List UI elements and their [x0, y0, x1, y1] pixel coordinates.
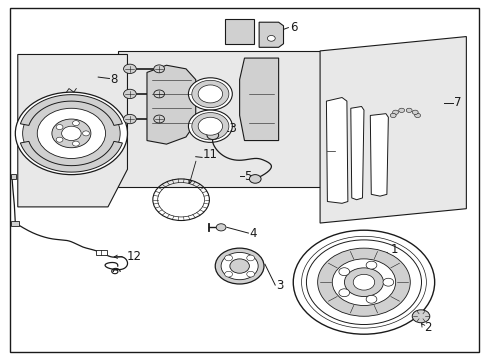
Circle shape — [293, 230, 434, 334]
Circle shape — [352, 274, 374, 290]
Text: 4: 4 — [249, 227, 256, 240]
Circle shape — [72, 141, 79, 146]
Text: 9: 9 — [91, 147, 98, 159]
Text: 3: 3 — [276, 279, 283, 292]
Bar — [96, 250, 106, 255]
Polygon shape — [320, 37, 466, 223]
Circle shape — [411, 110, 417, 114]
Text: 7: 7 — [453, 96, 461, 109]
Circle shape — [406, 108, 411, 112]
Bar — [11, 174, 16, 179]
Polygon shape — [239, 58, 278, 140]
Circle shape — [382, 278, 393, 286]
Polygon shape — [224, 19, 254, 44]
Polygon shape — [147, 65, 195, 144]
Circle shape — [52, 119, 91, 148]
Polygon shape — [20, 141, 122, 172]
Circle shape — [198, 117, 222, 135]
Circle shape — [229, 259, 249, 273]
Polygon shape — [350, 107, 363, 200]
Text: 6: 6 — [289, 21, 297, 34]
Circle shape — [188, 110, 232, 142]
Circle shape — [215, 248, 264, 284]
Text: 10: 10 — [73, 96, 87, 109]
Circle shape — [249, 175, 261, 183]
Circle shape — [338, 289, 349, 297]
Text: 13: 13 — [222, 122, 237, 135]
Circle shape — [188, 78, 232, 110]
Circle shape — [61, 126, 81, 140]
Circle shape — [56, 125, 63, 130]
Circle shape — [72, 121, 79, 126]
Bar — [11, 221, 19, 226]
Circle shape — [392, 110, 398, 114]
Circle shape — [398, 108, 404, 112]
Circle shape — [56, 137, 63, 142]
Circle shape — [224, 271, 232, 277]
Polygon shape — [326, 98, 347, 203]
Circle shape — [82, 131, 89, 136]
Circle shape — [154, 115, 164, 123]
Circle shape — [123, 89, 136, 99]
Circle shape — [191, 80, 228, 108]
Circle shape — [154, 90, 164, 98]
Polygon shape — [369, 114, 387, 196]
Circle shape — [344, 268, 383, 297]
Circle shape — [338, 268, 349, 276]
Circle shape — [123, 64, 136, 73]
Circle shape — [15, 92, 127, 175]
Circle shape — [331, 259, 395, 306]
Text: 12: 12 — [126, 250, 141, 263]
Circle shape — [301, 236, 426, 328]
Circle shape — [216, 224, 225, 231]
Text: 11: 11 — [203, 148, 218, 161]
Circle shape — [246, 255, 254, 261]
Circle shape — [317, 248, 409, 316]
Text: 2: 2 — [423, 321, 430, 334]
Circle shape — [198, 85, 222, 103]
Circle shape — [366, 261, 376, 269]
Circle shape — [366, 295, 376, 303]
Circle shape — [22, 98, 120, 169]
Bar — [118, 51, 327, 187]
Polygon shape — [18, 54, 127, 207]
Circle shape — [37, 108, 105, 158]
Circle shape — [123, 114, 136, 124]
Polygon shape — [259, 22, 283, 47]
Polygon shape — [20, 95, 122, 125]
Circle shape — [389, 113, 395, 118]
Text: 8: 8 — [110, 73, 118, 86]
Circle shape — [414, 113, 420, 118]
Circle shape — [154, 65, 164, 73]
Circle shape — [221, 252, 258, 280]
Circle shape — [267, 36, 275, 41]
Text: 5: 5 — [244, 170, 251, 183]
Circle shape — [206, 131, 218, 139]
Circle shape — [224, 255, 232, 261]
Text: 1: 1 — [390, 243, 397, 256]
Circle shape — [306, 240, 421, 324]
Circle shape — [191, 113, 228, 140]
Circle shape — [246, 271, 254, 277]
Circle shape — [411, 310, 429, 323]
